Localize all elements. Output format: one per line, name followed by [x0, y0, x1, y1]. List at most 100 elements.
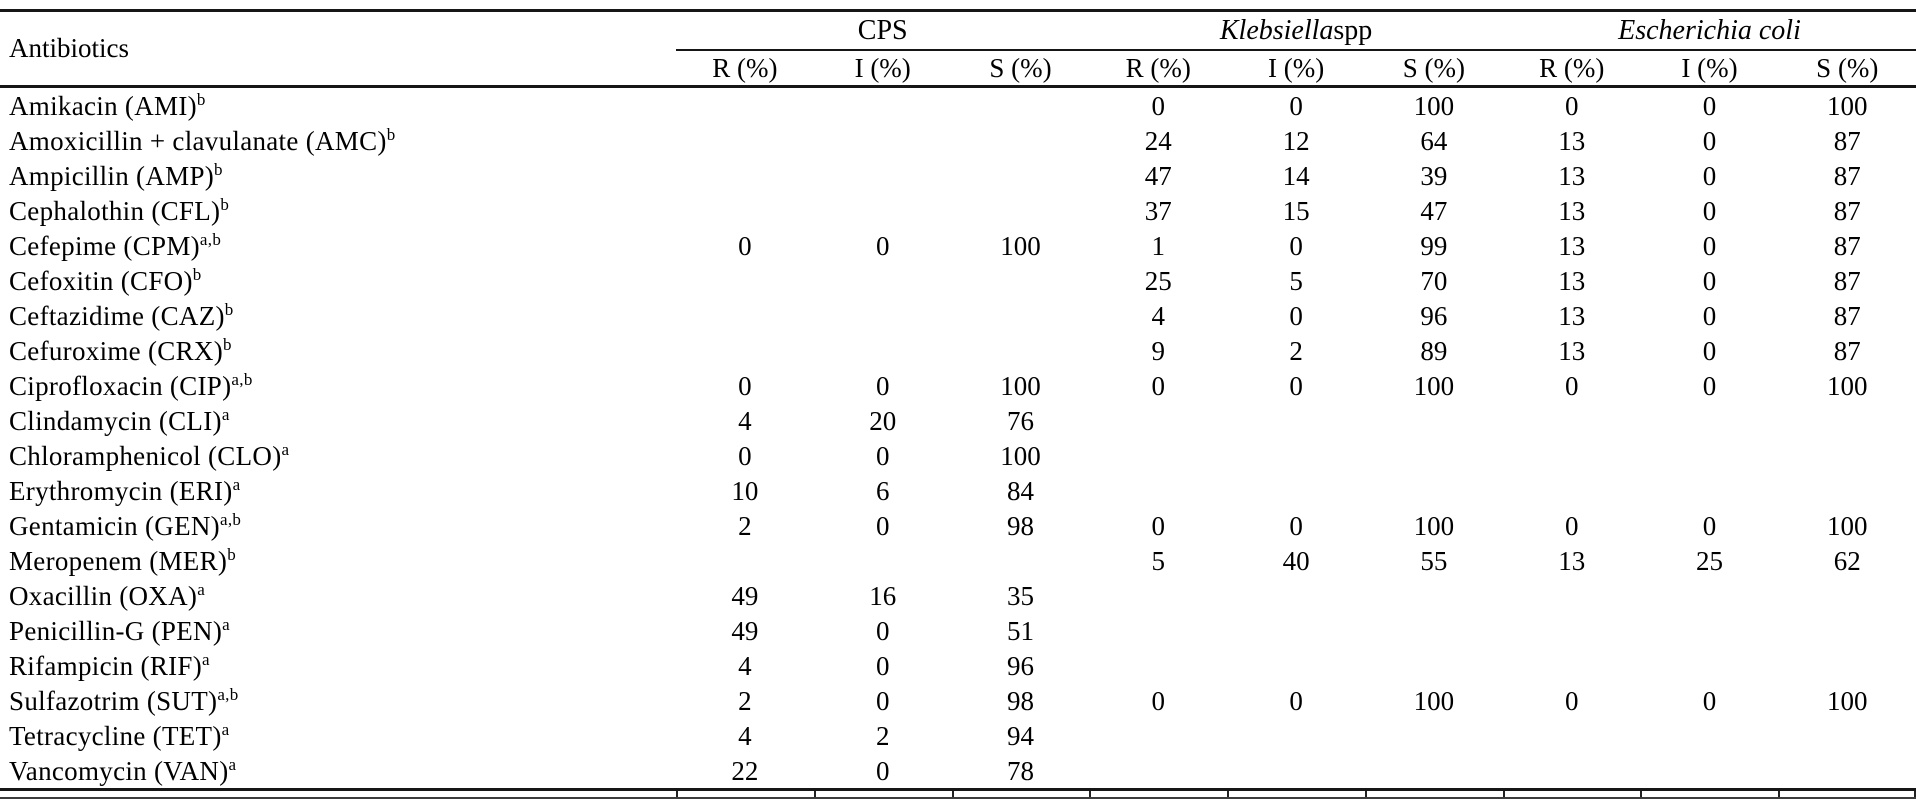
percentage-value-cell	[1227, 613, 1365, 648]
footnote-marker: a	[232, 474, 241, 494]
percentage-value-cell: 0	[875, 615, 890, 646]
percentage-value-cell	[1227, 753, 1365, 788]
percentage-value-cell	[952, 158, 1090, 193]
percentage-value-cell	[1778, 578, 1916, 613]
percentage-value-cell: 0	[1702, 265, 1717, 296]
percentage-value-cell: 0	[1289, 370, 1303, 401]
subheader-cps-i: I (%)	[813, 50, 952, 88]
percentage-value-cell: 87	[1833, 195, 1861, 226]
antibiotic-name-cell: Penicillin-G (PEN)a	[9, 614, 230, 646]
percentage-value-cell	[952, 123, 1090, 158]
percentage-value-cell: 22	[731, 755, 759, 786]
column-boundary-tick	[1227, 791, 1230, 797]
percentage-value-cell: 0	[1289, 510, 1303, 541]
footnote-marker: b	[227, 544, 237, 564]
percentage-value-cell	[1365, 613, 1503, 648]
footnote-marker: a	[197, 579, 206, 599]
percentage-value-cell: 0	[1289, 230, 1303, 261]
percentage-value-cell: 100	[1827, 370, 1868, 401]
group-label-roman: spp	[1333, 14, 1373, 46]
column-boundary-tick	[1914, 791, 1916, 797]
percentage-value-cell	[1641, 438, 1779, 473]
antibiotic-name-cell: Cephalothin (CFL)b	[9, 194, 230, 226]
percentage-value-cell	[1365, 718, 1503, 753]
table-row: Ciprofloxacin (CIP)a,b 0 0 100 0 0 100 0 0 100	[0, 368, 1916, 403]
percentage-value-cell: 100	[1000, 440, 1041, 471]
percentage-value-cell	[1778, 753, 1916, 788]
antibiotic-name-cell: Cefuroxime (CRX)b	[9, 334, 232, 366]
percentage-value-cell: 0	[875, 650, 890, 681]
percentage-value-cell: 35	[1006, 580, 1034, 611]
group-label-roman: CPS	[857, 14, 908, 46]
table-row: Cefepime (CPM)a,b 0 0 100 1 0 99 13 0 87	[0, 228, 1916, 263]
percentage-value-cell: 47	[1144, 160, 1172, 191]
table-row: Ampicillin (AMP)b 47 14 39 13 0 87	[0, 158, 1916, 193]
group-header-row: Antibiotics CPS Klebsiellaspp Escherichi…	[0, 10, 1916, 88]
percentage-value-cell: 0	[1564, 685, 1579, 716]
percentage-value-cell	[952, 298, 1090, 333]
table-row: Rifampicin (RIF)a 4 0 96	[0, 648, 1916, 683]
percentage-value-cell	[1778, 718, 1916, 753]
table-row: Tetracycline (TET)a 4 2 94	[0, 718, 1916, 753]
percentage-value-cell	[676, 123, 814, 158]
percentage-value-cell: 98	[1006, 510, 1034, 541]
percentage-value-cell: 0	[1289, 300, 1303, 331]
percentage-value-cell: 2	[875, 720, 890, 751]
percentage-value-cell	[1641, 718, 1779, 753]
percentage-value-cell	[814, 298, 952, 333]
percentage-value-cell: 25	[1144, 265, 1172, 296]
percentage-value-cell	[1778, 438, 1916, 473]
antibiotic-name-cell: Clindamycin (CLI)a	[9, 404, 230, 436]
antibiotic-name-cell: Meropenem (MER)b	[9, 544, 237, 576]
percentage-value-cell: 100	[1413, 370, 1455, 401]
table-row: Sulfazotrim (SUT)a,b 2 0 98 0 0 100 0 0 100	[0, 683, 1916, 718]
percentage-value-cell: 87	[1833, 125, 1861, 156]
antibiotic-name-cell: Gentamicin (GEN)a,b	[9, 509, 242, 541]
percentage-value-cell: 0	[1289, 685, 1303, 716]
percentage-value-cell: 13	[1558, 125, 1586, 156]
percentage-value-cell	[814, 263, 952, 298]
footnote-marker: a,b	[219, 509, 242, 529]
percentage-value-cell	[1503, 403, 1641, 438]
percentage-value-cell: 96	[1006, 650, 1034, 681]
table-row: Amikacin (AMI)b 0 0 100 0 0 100	[0, 87, 1916, 124]
percentage-value-cell: 64	[1420, 125, 1448, 156]
percentage-value-cell	[676, 87, 814, 124]
percentage-value-cell: 13	[1558, 335, 1586, 366]
percentage-value-cell: 89	[1420, 335, 1448, 366]
antibiotic-name-cell: Vancomycin (VAN)a	[9, 754, 237, 786]
column-boundary-tick	[1502, 791, 1505, 797]
percentage-value-cell	[1365, 473, 1503, 508]
percentage-value-cell	[952, 543, 1090, 578]
footnote-marker: a	[221, 719, 230, 739]
antibiotic-name-cell: Erythromycin (ERI)a	[9, 474, 241, 506]
percentage-value-cell: 100	[1827, 90, 1868, 121]
percentage-value-cell: 0	[1151, 685, 1166, 716]
percentage-value-cell: 47	[1420, 195, 1448, 226]
antibiotic-name-cell: Tetracycline (TET)a	[9, 719, 230, 751]
percentage-value-cell: 87	[1833, 160, 1861, 191]
footnote-marker: b	[386, 124, 396, 144]
percentage-value-cell	[1503, 473, 1641, 508]
percentage-value-cell: 13	[1558, 230, 1586, 261]
subheader-klebsiella-i: I (%)	[1227, 50, 1365, 88]
footnote-marker: b	[223, 334, 232, 354]
antibiotic-name-cell: Sulfazotrim (SUT)a,b	[9, 684, 239, 716]
footnote-marker: a,b	[231, 369, 253, 389]
column-boundary-tick	[951, 791, 954, 797]
percentage-value-cell	[1365, 753, 1503, 788]
percentage-value-cell: 13	[1558, 300, 1586, 331]
percentage-value-cell: 87	[1833, 230, 1861, 261]
antibiotic-name-cell: Cefepime (CPM)a,b	[9, 229, 222, 261]
percentage-value-cell	[1227, 403, 1365, 438]
table-row: Penicillin-G (PEN)a 49 0 51	[0, 613, 1916, 648]
percentage-value-cell: 2	[738, 510, 752, 541]
percentage-value-cell: 0	[875, 440, 890, 471]
subheader-row: R (%) I (%) S (%) R (%) I (%) S (%) R (%…	[0, 50, 1916, 88]
percentage-value-cell: 84	[1006, 475, 1034, 506]
column-boundary-tick	[1089, 791, 1092, 797]
percentage-value-cell	[1089, 473, 1227, 508]
antibiotics-column-header: Antibiotics	[0, 10, 676, 88]
percentage-value-cell: 100	[1413, 90, 1455, 121]
percentage-value-cell: 13	[1558, 545, 1586, 576]
